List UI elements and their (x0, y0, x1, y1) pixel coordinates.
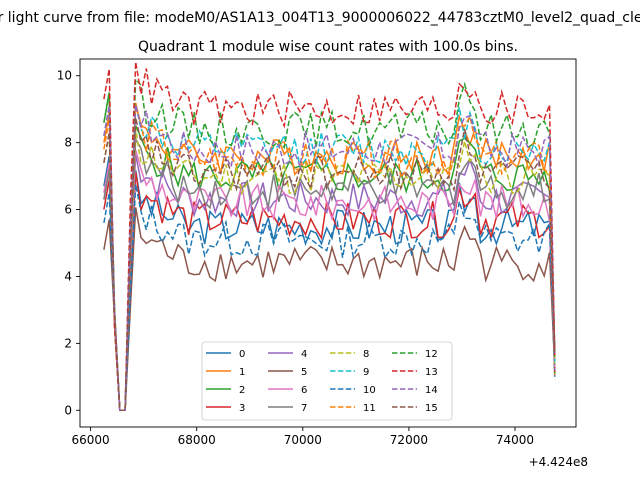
axes-frame (79, 58, 577, 428)
chart-title: Quadrant 1 module wise count rates with … (138, 39, 518, 55)
x-tick-label: 70000 (284, 433, 322, 447)
legend-box (201, 341, 453, 421)
legend-label-5: 5 (301, 367, 307, 378)
legend-label-7: 7 (301, 403, 307, 414)
legend-label-12: 12 (425, 349, 438, 360)
series-line-12 (103, 77, 556, 412)
series-group (103, 61, 556, 412)
legend-label-13: 13 (425, 367, 438, 378)
legend-label-11: 11 (363, 403, 376, 414)
x-axis-offset-text: +4.424e8 (529, 455, 588, 469)
series-line-8 (103, 128, 556, 412)
series-line-14 (103, 104, 556, 412)
y-tick-label: 8 (64, 136, 72, 150)
legend-label-15: 15 (425, 403, 438, 414)
y-tick-label: 6 (64, 203, 72, 217)
series-line-15 (103, 117, 556, 412)
legend-label-1: 1 (239, 367, 245, 378)
legend-label-2: 2 (239, 385, 245, 396)
series-line-10 (103, 184, 556, 412)
x-tick-label: 68000 (178, 433, 216, 447)
series-line-5 (103, 207, 556, 412)
x-tick-label: 72000 (390, 433, 428, 447)
figure-suptitle: Plot for light curve from file: modeM0/A… (0, 10, 640, 26)
x-tick-label: 66000 (72, 433, 110, 447)
legend-label-8: 8 (363, 349, 369, 360)
legend-label-9: 9 (363, 367, 369, 378)
y-tick-label: 4 (64, 269, 72, 283)
y-tick-label: 10 (57, 69, 72, 83)
legend-label-4: 4 (301, 349, 307, 360)
legend-label-3: 3 (239, 403, 245, 414)
y-tick-label: 0 (64, 403, 72, 417)
x-tick-label: 74000 (496, 433, 534, 447)
series-line-13 (103, 61, 556, 412)
legend-label-14: 14 (425, 385, 438, 396)
legend-label-6: 6 (301, 385, 307, 396)
series-line-7 (103, 136, 556, 412)
y-tick-label: 2 (64, 336, 72, 350)
legend-label-0: 0 (239, 349, 245, 360)
legend-label-10: 10 (363, 385, 376, 396)
series-line-11 (103, 106, 556, 412)
